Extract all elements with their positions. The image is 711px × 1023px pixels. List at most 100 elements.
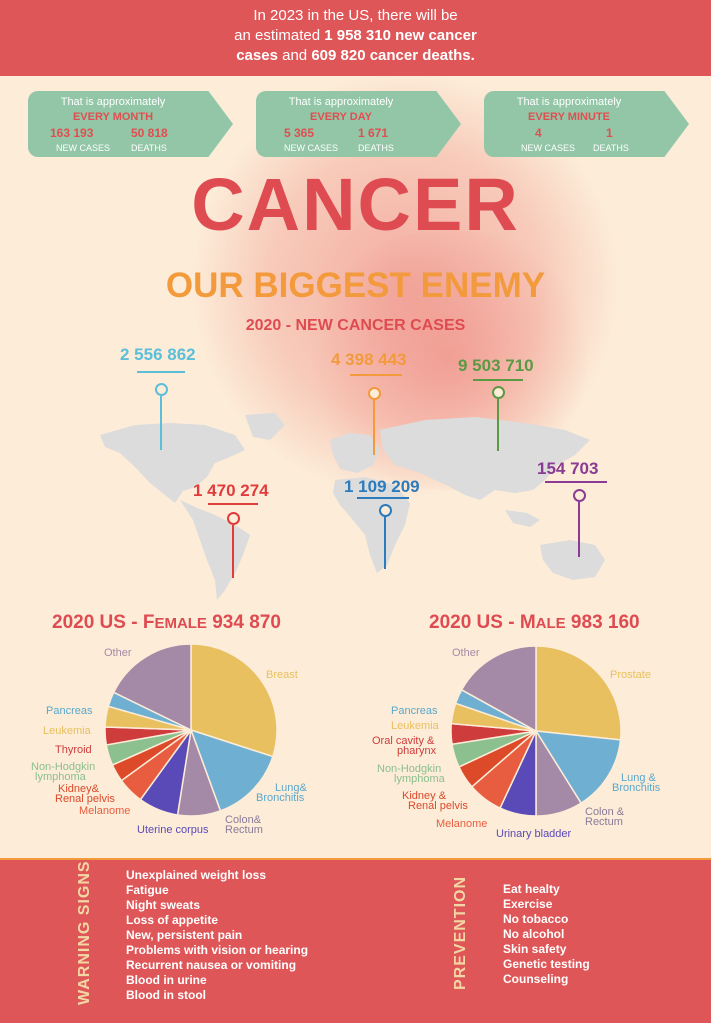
asia-shape	[380, 417, 590, 500]
australia-shape	[540, 540, 605, 580]
female-label-kidney: Kidney&	[58, 783, 99, 795]
male-label-urinary-bladder: Urinary bladder	[496, 828, 572, 840]
female-label-uterine-corpus: Uterine corpus	[137, 824, 209, 836]
stat-cases-label: NEW CASES	[284, 143, 339, 153]
male-label-bronchitis: Bronchitis	[612, 782, 661, 794]
top-banner: In 2023 in the US, there will be an esti…	[0, 0, 711, 76]
stat-caption: That is approximately	[60, 96, 166, 108]
male-label-non-hodgkin: Non-Hodgkin	[377, 763, 442, 775]
female-label-breast: Breast	[266, 669, 298, 681]
female-label-pancreas: Pancreas	[46, 705, 93, 717]
region-underline	[137, 371, 185, 373]
region-pin	[155, 383, 168, 396]
banner-text-bold: cancer deaths.	[365, 47, 475, 64]
female-label-rectum: Rectum	[225, 824, 263, 836]
stat-deaths: 50 818	[131, 126, 168, 140]
banner-line-3: cases and 609 820 cancer deaths.	[0, 46, 711, 66]
male-label-oral-cavity: Oral cavity &	[372, 735, 435, 747]
stat-period: EVERY MONTH	[72, 111, 154, 123]
region-pin	[368, 387, 381, 400]
banner-total-deaths: 609 820	[311, 47, 366, 64]
male-pie-title-part: ALE	[535, 615, 566, 632]
region-underline	[545, 481, 607, 483]
male-label-pancreas: Pancreas	[391, 705, 438, 717]
female-label-other: Other	[104, 647, 132, 659]
male-label-kidney: Kidney &	[402, 790, 447, 802]
prevention-item: Exercise	[503, 897, 553, 911]
prevention-item: Genetic testing	[503, 957, 590, 971]
warning-sign-item: Blood in stool	[126, 988, 206, 1002]
banner-total-cases: 1 958 310	[324, 27, 391, 44]
prevention-item: No alcohol	[503, 927, 565, 941]
banner-text-bold: new cancer	[390, 27, 477, 44]
male-slice-lung	[534, 730, 622, 805]
male-pie-title-part: 2020 US - M	[429, 612, 536, 633]
region-pin-stem	[384, 517, 386, 569]
region-underline	[350, 374, 402, 376]
region-pin-stem	[578, 502, 580, 557]
stat-deaths-label: DEATHS	[131, 143, 167, 153]
stat-deaths-label: DEATHS	[358, 143, 394, 153]
region-pin	[492, 386, 505, 399]
male-label-renal-pelvis: Renal pelvis	[408, 800, 468, 812]
banner-text: an estimated	[234, 27, 325, 44]
female-slice-other	[112, 643, 192, 732]
male-label-leukemia: Leukemia	[391, 720, 439, 732]
male-slice-other	[460, 645, 537, 733]
female-label-lymphoma: lymphoma	[35, 771, 86, 783]
female-pie-total: 934 870	[206, 612, 281, 633]
male-slice-prostate	[535, 645, 622, 741]
warning-sign-item: Blood in urine	[126, 973, 207, 987]
banner-line-2: an estimated 1 958 310 new cancer	[0, 26, 711, 46]
north-america-shape	[100, 423, 245, 503]
warning-sign-item: Unexplained weight loss	[126, 868, 267, 882]
female-pie-chart	[104, 643, 278, 817]
banner-text-bold: cases	[236, 47, 278, 64]
europe-shape	[330, 433, 380, 473]
male-label-rectum: Rectum	[585, 816, 623, 828]
female-slice-breast	[190, 643, 278, 758]
male-label-lymphoma: lymphoma	[394, 773, 445, 785]
female-pie-title: 2020 US - FEMALE 934 870	[52, 612, 281, 634]
stat-every-month: That is approximately EVERY MONTH 163 19…	[28, 91, 233, 157]
stat-deaths: 1 671	[358, 126, 389, 140]
world-map	[100, 413, 605, 600]
region-underline	[473, 379, 523, 381]
region-value-oceania: 154 703	[537, 459, 599, 478]
region-pin-stem	[497, 399, 499, 451]
warning-sign-item: New, persistent pain	[126, 928, 243, 942]
region-pin-stem	[373, 400, 375, 455]
prevention-item: No tobacco	[503, 912, 569, 926]
prevention-item: Eat healty	[503, 882, 560, 896]
region-pin	[573, 489, 586, 502]
page-subtitle: OUR BIGGEST ENEMY	[165, 266, 546, 305]
female-label-colon: Colon&	[225, 814, 262, 826]
region-pin-stem	[232, 525, 234, 578]
male-label-melanome: Melanome	[436, 818, 488, 830]
region-pin	[379, 504, 392, 517]
warning-signs-title: WARNING SIGNS	[76, 860, 93, 1005]
warning-sign-item: Problems with vision or hearing	[126, 943, 309, 957]
male-label-prostate: Prostate	[610, 669, 651, 681]
stat-every-day: That is approximately EVERY DAY 5 365 1 …	[256, 91, 461, 157]
region-underline	[208, 503, 258, 505]
banner-text: and	[277, 47, 312, 64]
stat-caption: That is approximately	[288, 96, 394, 108]
africa-shape	[333, 477, 410, 573]
prevention-item: Counseling	[503, 972, 569, 986]
female-label-thyroid: Thyroid	[55, 744, 92, 756]
region-pin	[227, 512, 240, 525]
female-label-lung: Lung&	[275, 782, 307, 794]
female-label-non-hodgkin: Non-Hodgkin	[31, 761, 96, 773]
stat-cases: 4	[535, 126, 542, 140]
prevention-item: Skin safety	[503, 942, 567, 956]
female-label-renal-pelvis: Renal pelvis	[55, 793, 115, 805]
female-pie-title-part: EMALE	[154, 615, 207, 632]
female-label-leukemia: Leukemia	[43, 725, 91, 737]
stat-cases: 163 193	[50, 126, 94, 140]
stat-caption: That is approximately	[516, 96, 622, 108]
stat-cases-label: NEW CASES	[521, 143, 576, 153]
warning-sign-item: Loss of appetite	[126, 913, 219, 927]
greenland-shape	[245, 413, 285, 440]
female-slice-lung	[189, 728, 274, 812]
